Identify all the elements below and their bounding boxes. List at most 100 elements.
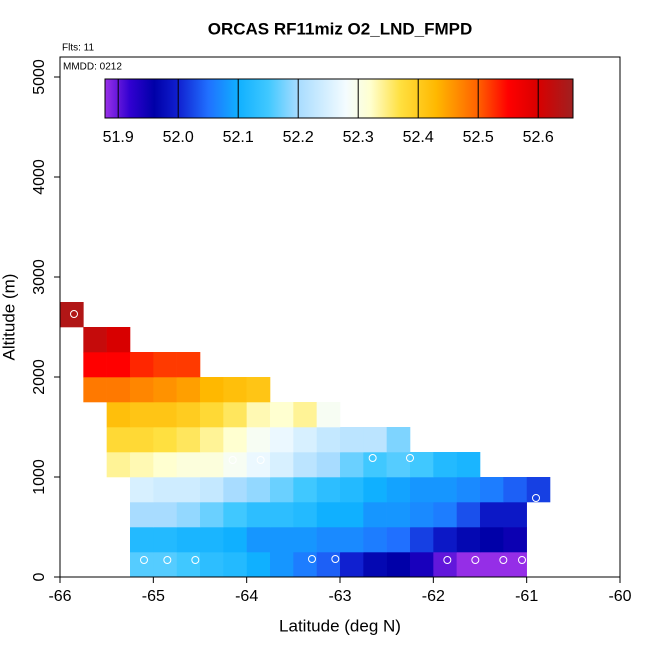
heatmap-cell [153, 377, 177, 403]
heatmap-cell [363, 477, 387, 503]
heatmap-cell [480, 527, 504, 553]
heatmap-cell [456, 552, 481, 578]
heatmap-cell [176, 502, 201, 528]
heatmap-cell [200, 377, 224, 403]
heatmap-cell [223, 377, 247, 403]
heatmap-cell [106, 452, 131, 478]
heatmap-cell [433, 502, 457, 528]
heatmap-cell [316, 452, 341, 478]
heatmap-cell [526, 477, 551, 503]
heatmap-cell [246, 402, 271, 428]
heatmap-cell [153, 502, 177, 528]
flight-marker [471, 556, 480, 564]
heatmap-cell [293, 527, 317, 553]
heatmap-cell [503, 502, 527, 528]
heatmap-cell [410, 477, 434, 503]
heatmap-cell [386, 452, 411, 478]
heatmap-cell [60, 302, 84, 328]
colorbar-tick-label: 52.6 [523, 129, 554, 146]
heatmap-cell [153, 477, 177, 503]
y-axis-label: Altitude (m) [0, 274, 18, 361]
x-tick-label: -62 [422, 588, 445, 605]
heatmap-cell [246, 452, 271, 478]
heatmap-cell [293, 502, 317, 528]
heatmap-cell [293, 552, 317, 578]
colorbar-tick-label: 52.5 [463, 129, 494, 146]
colorbar-tick-label: 51.9 [103, 129, 134, 146]
heatmap-cell [270, 502, 294, 528]
heatmap-cell [316, 427, 341, 453]
heatmap-cell [200, 402, 224, 428]
heatmap-cell [176, 352, 201, 378]
heatmap-cell [153, 527, 177, 553]
x-tick-label: -60 [608, 588, 631, 605]
heatmap-cell [83, 352, 107, 378]
heatmap-cell [456, 502, 481, 528]
heatmap-cell [386, 502, 411, 528]
heatmap-cell [130, 427, 154, 453]
flight-marker [191, 556, 200, 564]
heatmap-cell [153, 552, 177, 578]
heatmap-cell [246, 552, 271, 578]
heatmap-cell [480, 552, 504, 578]
heatmap-cell [223, 502, 247, 528]
heatmap-cell [246, 427, 271, 453]
heatmap-cell [130, 527, 154, 553]
colorbar [104, 78, 574, 119]
heatmap-cell [176, 477, 201, 503]
subtitle: Flts: 11 [62, 43, 94, 54]
heatmap-cell [130, 552, 154, 578]
heatmap-cell [130, 377, 154, 403]
heatmap-cell [386, 552, 411, 578]
heatmap-cell [340, 552, 364, 578]
heatmap-cell [223, 452, 247, 478]
x-axis-label: Latitude (deg N) [279, 616, 401, 635]
heatmap-cell [270, 552, 294, 578]
annotation: MMDD: 0212 [63, 62, 122, 73]
flight-marker [140, 556, 148, 564]
heatmap-cell [270, 402, 294, 428]
heatmap-cell [130, 352, 154, 378]
y-tick-label: 5000 [31, 59, 48, 95]
heatmap-cell [83, 377, 107, 403]
heatmap-cell [456, 452, 481, 478]
x-tick-label: -65 [142, 588, 165, 605]
heatmap-cell [200, 502, 224, 528]
heatmap-cell [433, 552, 457, 578]
y-tick-label: 4000 [31, 159, 48, 195]
heatmap-cell [200, 552, 224, 578]
colorbar-tick-label: 52.3 [343, 129, 374, 146]
heatmap-cell [340, 477, 364, 503]
heatmap-cell [410, 552, 434, 578]
chart-title: ORCAS RF11miz O2_LND_FMPD [208, 19, 473, 38]
heatmap-cell [130, 477, 154, 503]
heatmap-cell [176, 402, 201, 428]
x-tick-label: -64 [235, 588, 258, 605]
heatmap-cell [176, 527, 201, 553]
heatmap-cell [410, 527, 434, 553]
heatmap-cell [386, 427, 411, 453]
y-tick-label: 3000 [31, 259, 48, 295]
heatmap-cell [363, 502, 387, 528]
heatmap-cell [293, 402, 317, 428]
heatmap-cell [223, 402, 247, 428]
flight-marker [518, 556, 526, 564]
flight-marker [443, 556, 452, 564]
heatmap-cell [293, 427, 317, 453]
flight-marker [228, 456, 237, 464]
heatmap-cell [386, 477, 411, 503]
heatmap-cell [316, 477, 341, 503]
heatmap-cell [176, 427, 201, 453]
y-tick-label: 0 [31, 572, 48, 581]
heatmap-cell [176, 552, 201, 578]
heatmap-cell [270, 477, 294, 503]
heatmap-cell [130, 502, 154, 528]
x-tick-label: -63 [328, 588, 351, 605]
heatmap-cell [340, 452, 364, 478]
flight-marker [406, 454, 414, 462]
heatmap-cell [153, 427, 177, 453]
flight-marker [331, 555, 340, 563]
heatmap-cell [456, 527, 481, 553]
y-tick-label: 1000 [31, 459, 48, 495]
